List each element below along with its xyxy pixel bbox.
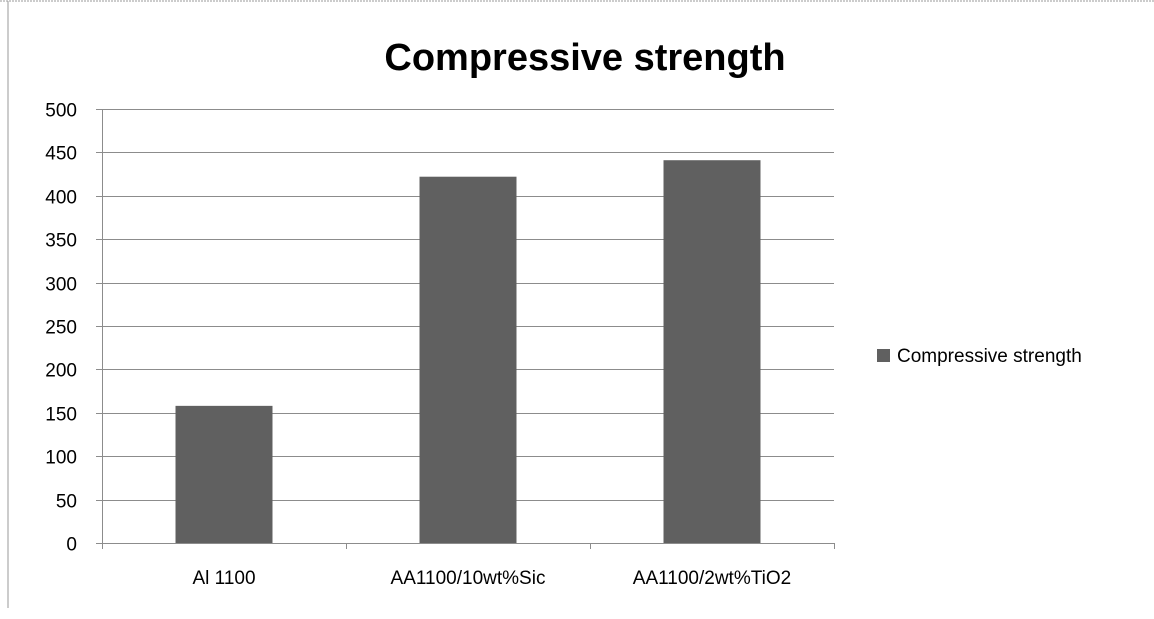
y-tick-label: 250 [45,318,77,339]
y-tick-label: 0 [66,535,77,556]
bar [663,160,761,543]
y-tick-label: 500 [45,101,77,122]
y-tick-label: 100 [45,448,77,469]
x-tick-label: Al 1100 [192,568,255,589]
bars [175,160,761,544]
x-tick-label: AA1100/2wt%TiO2 [633,568,791,589]
x-tick-labels: Al 1100 AA1100/10wt%Sic AA1100/2wt%TiO2 [192,568,791,589]
x-tick-label: AA1100/10wt%Sic [391,568,546,589]
axes [96,109,835,549]
legend: Compressive strength [877,346,1082,367]
legend-label: Compressive strength [897,346,1082,367]
y-tick-label: 200 [45,361,77,382]
y-tick-label: 300 [45,275,77,296]
bar [175,405,273,543]
bar [419,176,517,544]
y-tick-labels: 0 50 100 150 200 250 300 350 400 450 500 [45,101,77,556]
legend-swatch [877,349,890,362]
y-tick-label: 50 [56,492,77,513]
y-tick-label: 350 [45,231,77,252]
chart-title: Compressive strength [384,37,785,79]
y-tick-label: 400 [45,188,77,209]
y-tick-label: 450 [45,144,77,165]
y-tick-label: 150 [45,405,77,426]
